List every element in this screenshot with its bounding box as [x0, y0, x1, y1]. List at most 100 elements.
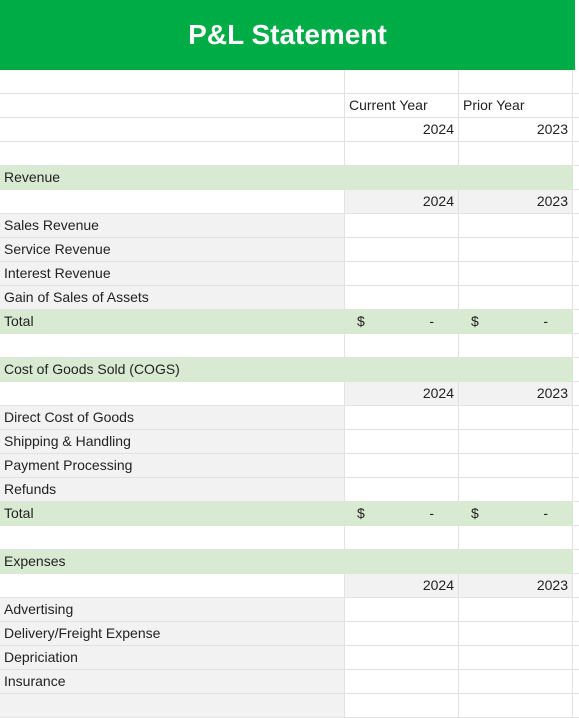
current-year-header[interactable]: Current Year [345, 94, 459, 118]
grid-cell[interactable] [345, 550, 459, 574]
grid-cell[interactable] [573, 598, 579, 622]
line-item-label[interactable]: Gain of Sales of Assets [0, 286, 345, 310]
current-year-input[interactable] [345, 622, 459, 646]
current-year-input[interactable] [345, 430, 459, 454]
grid-cell[interactable] [573, 382, 579, 406]
grid-cell[interactable] [573, 262, 579, 286]
sheet-title-banner[interactable]: P&L Statement [0, 0, 575, 70]
current-year-total[interactable]: $ - [345, 502, 459, 526]
grid-cell[interactable] [459, 694, 573, 718]
prior-year-input[interactable] [459, 454, 573, 478]
grid-cell[interactable] [573, 214, 579, 238]
prior-year-value[interactable]: 2023 [459, 118, 573, 142]
grid-cell[interactable] [345, 694, 459, 718]
line-item-label[interactable]: Direct Cost of Goods [0, 406, 345, 430]
line-item-label[interactable]: Shipping & Handling [0, 430, 345, 454]
grid-cell[interactable] [573, 670, 579, 694]
grid-cell[interactable] [345, 334, 459, 358]
grid-cell[interactable] [459, 550, 573, 574]
current-year-input[interactable] [345, 262, 459, 286]
current-year-input[interactable] [345, 478, 459, 502]
prior-year-input[interactable] [459, 646, 573, 670]
line-item-label[interactable]: Insurance [0, 670, 345, 694]
grid-cell[interactable] [345, 358, 459, 382]
grid-cell[interactable] [459, 70, 573, 94]
grid-cell[interactable] [573, 526, 579, 550]
current-year-input[interactable] [345, 406, 459, 430]
grid-cell[interactable] [0, 694, 345, 718]
grid-cell[interactable] [345, 526, 459, 550]
grid-cell[interactable] [573, 190, 579, 214]
grid-cell[interactable] [459, 334, 573, 358]
line-item-label[interactable]: Advertising [0, 598, 345, 622]
grid-cell[interactable] [573, 430, 579, 454]
current-year-input[interactable] [345, 214, 459, 238]
current-year-input[interactable] [345, 454, 459, 478]
line-item-label[interactable]: Refunds [0, 478, 345, 502]
grid-cell[interactable] [573, 478, 579, 502]
line-item-label[interactable]: Payment Processing [0, 454, 345, 478]
grid-cell[interactable] [0, 334, 345, 358]
current-year-value[interactable]: 2024 [345, 574, 459, 598]
grid-cell[interactable] [573, 574, 579, 598]
spreadsheet-grid[interactable]: Current Year Prior Year 2024 2023 Revenu… [0, 70, 579, 718]
grid-cell[interactable] [573, 70, 579, 94]
grid-cell[interactable] [573, 118, 579, 142]
grid-cell[interactable] [573, 646, 579, 670]
line-item-label[interactable]: Sales Revenue [0, 214, 345, 238]
total-label[interactable]: Total [0, 502, 345, 526]
grid-cell[interactable] [0, 118, 345, 142]
grid-cell[interactable] [573, 334, 579, 358]
total-label[interactable]: Total [0, 310, 345, 334]
grid-cell[interactable] [0, 382, 345, 406]
grid-cell[interactable] [345, 166, 459, 190]
grid-cell[interactable] [459, 166, 573, 190]
grid-cell[interactable] [573, 286, 579, 310]
prior-year-input[interactable] [459, 598, 573, 622]
grid-cell[interactable] [573, 406, 579, 430]
current-year-total[interactable]: $ - [345, 310, 459, 334]
grid-cell[interactable] [0, 94, 345, 118]
grid-cell[interactable] [573, 94, 579, 118]
prior-year-input[interactable] [459, 478, 573, 502]
grid-cell[interactable] [459, 526, 573, 550]
prior-year-input[interactable] [459, 622, 573, 646]
prior-year-input[interactable] [459, 286, 573, 310]
section-title[interactable]: Cost of Goods Sold (COGS) [0, 358, 345, 382]
grid-cell[interactable] [573, 166, 579, 190]
prior-year-total[interactable]: $ - [459, 310, 573, 334]
grid-cell[interactable] [573, 142, 579, 166]
prior-year-total[interactable]: $ - [459, 502, 573, 526]
section-title[interactable]: Expenses [0, 550, 345, 574]
grid-cell[interactable] [573, 454, 579, 478]
current-year-input[interactable] [345, 286, 459, 310]
grid-cell[interactable] [573, 238, 579, 262]
prior-year-input[interactable] [459, 214, 573, 238]
grid-cell[interactable] [573, 694, 579, 718]
grid-cell[interactable] [345, 70, 459, 94]
grid-cell[interactable] [0, 526, 345, 550]
grid-cell[interactable] [0, 70, 345, 94]
grid-cell[interactable] [0, 142, 345, 166]
grid-cell[interactable] [573, 358, 579, 382]
section-title[interactable]: Revenue [0, 166, 345, 190]
prior-year-value[interactable]: 2023 [459, 382, 573, 406]
current-year-input[interactable] [345, 646, 459, 670]
line-item-label[interactable]: Interest Revenue [0, 262, 345, 286]
current-year-input[interactable] [345, 598, 459, 622]
prior-year-header[interactable]: Prior Year [459, 94, 573, 118]
grid-cell[interactable] [573, 550, 579, 574]
current-year-value[interactable]: 2024 [345, 382, 459, 406]
prior-year-value[interactable]: 2023 [459, 190, 573, 214]
prior-year-input[interactable] [459, 238, 573, 262]
current-year-input[interactable] [345, 238, 459, 262]
grid-cell[interactable] [573, 502, 579, 526]
grid-cell[interactable] [0, 574, 345, 598]
grid-cell[interactable] [0, 190, 345, 214]
grid-cell[interactable] [459, 142, 573, 166]
prior-year-input[interactable] [459, 406, 573, 430]
prior-year-input[interactable] [459, 262, 573, 286]
line-item-label[interactable]: Delivery/Freight Expense [0, 622, 345, 646]
prior-year-input[interactable] [459, 670, 573, 694]
prior-year-value[interactable]: 2023 [459, 574, 573, 598]
